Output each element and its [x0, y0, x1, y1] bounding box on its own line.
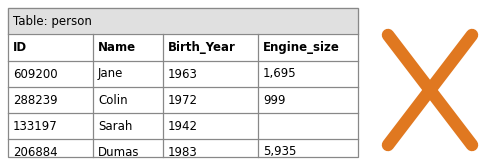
- Text: 1963: 1963: [168, 67, 198, 81]
- Text: 133197: 133197: [13, 119, 58, 132]
- Text: ID: ID: [13, 41, 27, 54]
- Text: 999: 999: [263, 94, 285, 106]
- Text: Name: Name: [98, 41, 136, 54]
- Text: Colin: Colin: [98, 94, 128, 106]
- Text: Dumas: Dumas: [98, 146, 140, 159]
- Text: Jane: Jane: [98, 67, 124, 81]
- Text: Birth_Year: Birth_Year: [168, 41, 236, 54]
- Text: 206884: 206884: [13, 146, 58, 159]
- Text: 5,935: 5,935: [263, 146, 296, 159]
- Text: 1972: 1972: [168, 94, 198, 106]
- Text: Table: person: Table: person: [13, 15, 92, 28]
- Text: 1983: 1983: [168, 146, 198, 159]
- Bar: [8, 8, 358, 157]
- Text: Sarah: Sarah: [98, 119, 132, 132]
- Text: 1,695: 1,695: [263, 67, 296, 81]
- Text: 609200: 609200: [13, 67, 58, 81]
- Text: 288239: 288239: [13, 94, 58, 106]
- Text: Engine_size: Engine_size: [263, 41, 340, 54]
- Text: 1942: 1942: [168, 119, 198, 132]
